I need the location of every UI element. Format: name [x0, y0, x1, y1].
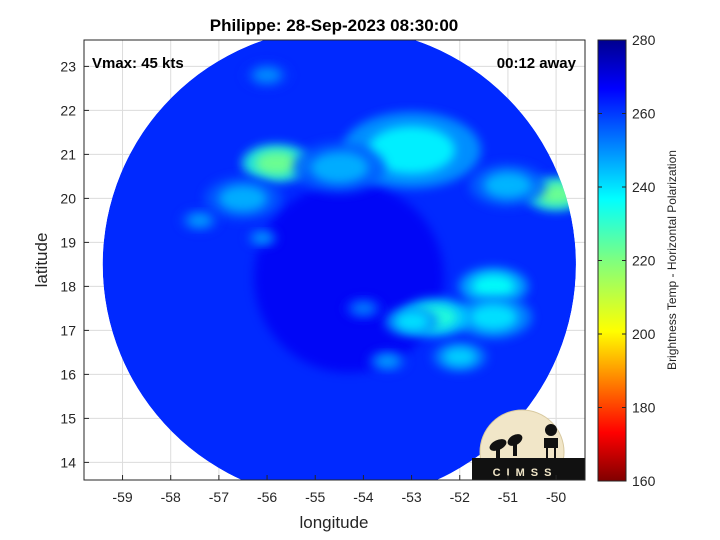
vmax-annotation: Vmax: 45 kts	[92, 55, 184, 72]
y-tick-label: 20	[60, 190, 76, 206]
x-tick-label: -58	[161, 489, 181, 505]
cloud-feature	[394, 312, 429, 331]
cloud-feature	[483, 172, 533, 199]
y-tick-label: 19	[60, 234, 76, 250]
colorbar-label: Brightness Temp - Horizontal Polarizatio…	[665, 150, 679, 370]
colorbar-tick-label: 260	[632, 106, 656, 122]
y-tick-label: 18	[60, 278, 76, 294]
logo-text: CIMSS	[493, 467, 558, 479]
y-axis-ticks: 14 15 16 17 18 19 20 21 22 23	[60, 58, 89, 470]
cloud-feature	[310, 151, 369, 184]
colorbar-tick-label: 220	[632, 253, 656, 269]
colorbar-tick-label: 240	[632, 179, 656, 195]
cloud-feature	[252, 232, 272, 244]
colorbar	[597, 39, 627, 482]
cloud-feature	[351, 301, 376, 315]
x-tick-label: -55	[305, 489, 325, 505]
cloud-feature	[442, 347, 477, 367]
y-tick-label: 16	[60, 366, 76, 382]
cloud-feature	[187, 213, 212, 227]
x-tick-label: -59	[112, 489, 132, 505]
cloud-feature	[471, 274, 516, 299]
cloud-feature	[252, 67, 282, 84]
x-tick-label: -56	[257, 489, 277, 505]
colorbar-ticks: 160 180 200 220 240 260 280	[598, 32, 656, 489]
time-away-annotation: 00:12 away	[497, 55, 577, 72]
y-tick-label: 14	[60, 454, 76, 470]
cimss-logo: CIMSS	[472, 409, 585, 480]
y-tick-label: 15	[60, 410, 76, 426]
plot-frame	[83, 39, 586, 481]
colorbar-tick-label: 160	[632, 473, 656, 489]
brightness-temp-swath	[102, 40, 576, 480]
y-tick-label: 23	[60, 58, 76, 74]
x-tick-label: -51	[498, 489, 518, 505]
x-tick-label: -52	[450, 489, 470, 505]
cloud-feature	[375, 354, 400, 368]
x-tick-label: -50	[546, 489, 566, 505]
y-tick-label: 17	[60, 322, 76, 338]
y-axis-label: latitude	[32, 233, 51, 288]
y-tick-label: 21	[60, 146, 76, 162]
cloud-feature	[255, 151, 299, 176]
x-axis-label: longitude	[299, 513, 368, 532]
x-tick-label: -54	[353, 489, 373, 505]
colorbar-tick-label: 200	[632, 326, 656, 342]
x-tick-label: -57	[209, 489, 229, 505]
x-tick-label: -53	[401, 489, 421, 505]
cloud-feature	[469, 304, 518, 331]
colorbar-tick-label: 280	[632, 32, 656, 48]
colorbar-tick-label: 180	[632, 400, 656, 416]
x-axis-ticks: -59 -58 -57 -56 -55 -54 -53 -52 -51 -50	[112, 475, 566, 505]
cloud-feature	[218, 185, 268, 212]
cloud-feature	[368, 126, 455, 174]
chart-title: Philippe: 28-Sep-2023 08:30:00	[210, 16, 459, 35]
cold-core	[253, 182, 444, 373]
y-tick-label: 22	[60, 102, 76, 118]
